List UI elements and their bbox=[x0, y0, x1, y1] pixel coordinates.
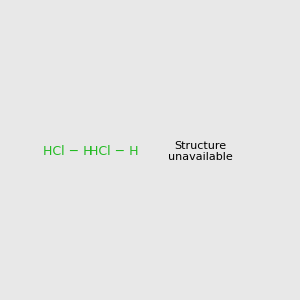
Text: HCl − H: HCl − H bbox=[89, 145, 139, 158]
Text: Structure
unavailable: Structure unavailable bbox=[168, 141, 232, 162]
Text: HCl − H: HCl − H bbox=[43, 145, 92, 158]
